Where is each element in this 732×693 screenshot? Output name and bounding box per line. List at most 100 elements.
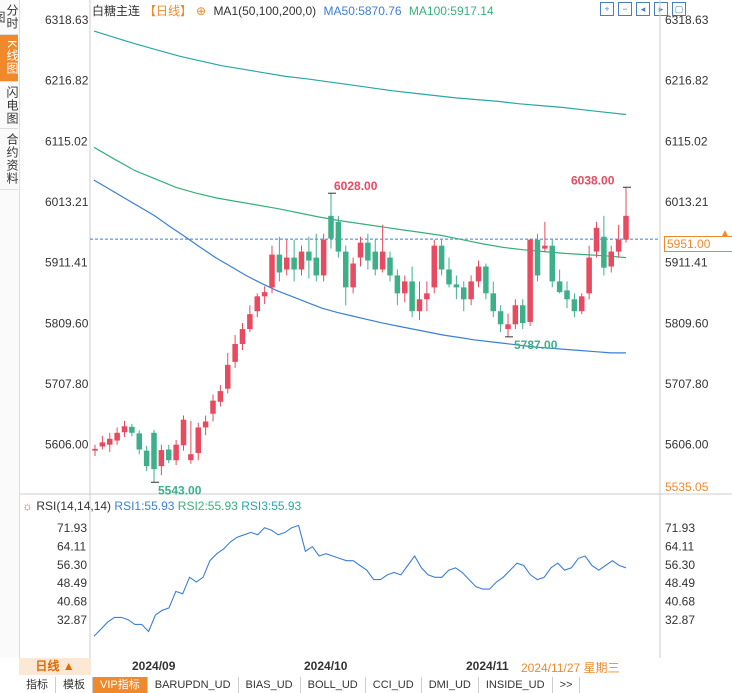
move-left-icon[interactable]: ◂ bbox=[636, 2, 650, 16]
zoom-in-icon[interactable]: + bbox=[600, 2, 614, 16]
candle-body bbox=[320, 239, 327, 276]
tab-templates[interactable]: 模板 bbox=[56, 677, 93, 693]
ma50-value: MA50:5870.76 bbox=[323, 4, 402, 18]
candle-body bbox=[261, 292, 268, 297]
rsi-title[interactable]: RSI(14,14,14) bbox=[36, 499, 112, 513]
candle-body bbox=[298, 251, 305, 270]
left-y-tick: 6216.82 bbox=[45, 74, 89, 88]
left-y-tick: 5809.60 bbox=[45, 316, 89, 330]
left-y-tick: 6115.02 bbox=[45, 134, 88, 148]
rsi-right-tick: 48.49 bbox=[665, 576, 695, 590]
last-price-tag: 5951.00 bbox=[664, 236, 732, 252]
ma200-line bbox=[93, 30, 627, 116]
rsi-right-tick: 71.93 bbox=[665, 521, 695, 535]
time-axis-bar: 日线 ▲ 2024/09 2024/10 2024/11 2024/11/27 … bbox=[19, 658, 732, 676]
candle-body bbox=[527, 239, 533, 322]
candle-body bbox=[173, 444, 179, 461]
rsi-left-tick: 56.30 bbox=[57, 558, 87, 572]
rsi-right-tick: 40.68 bbox=[665, 595, 695, 609]
right-y-tick: 5809.60 bbox=[665, 316, 709, 330]
candle-body bbox=[166, 449, 172, 461]
rsi-left-tick: 48.49 bbox=[57, 576, 87, 590]
candle-body bbox=[461, 287, 467, 300]
candle-body bbox=[372, 251, 378, 270]
tab-more[interactable]: >> bbox=[553, 677, 581, 693]
candle-body bbox=[129, 426, 135, 433]
high-label-2: 6038.00 bbox=[571, 173, 615, 187]
candle-body bbox=[291, 257, 297, 270]
tab-inside[interactable]: INSIDE_UD bbox=[479, 677, 553, 693]
left-y-tick: 5911.41 bbox=[45, 256, 88, 270]
candle-body bbox=[490, 293, 496, 312]
candle-body bbox=[505, 324, 511, 330]
candle-body bbox=[269, 254, 275, 288]
fullscreen-icon[interactable]: ▢ bbox=[672, 2, 686, 16]
zoom-out-icon[interactable]: − bbox=[618, 2, 632, 16]
tab-cci[interactable]: CCI_UD bbox=[366, 677, 422, 693]
candle-body bbox=[542, 245, 548, 249]
left-y-tick: 5707.80 bbox=[45, 377, 89, 391]
candle-body bbox=[136, 433, 142, 450]
tab-barupdn[interactable]: BARUPDN_UD bbox=[148, 677, 239, 693]
low-label-2: 5787.00 bbox=[514, 338, 558, 352]
candle-body bbox=[549, 245, 555, 282]
left-y-tick: 5606.00 bbox=[45, 438, 89, 452]
low-label-1: 5543.00 bbox=[158, 483, 202, 497]
tab-contract-info[interactable]: 合约资料 bbox=[0, 129, 19, 190]
candle-body bbox=[195, 427, 201, 454]
tab-dmi[interactable]: DMI_UD bbox=[422, 677, 479, 693]
candle-body bbox=[306, 251, 312, 261]
right-y-tick: 5606.00 bbox=[665, 438, 709, 452]
tab-kline-chart[interactable]: K线图 bbox=[0, 35, 19, 82]
candle-body bbox=[92, 448, 98, 451]
tab-flash-chart[interactable]: 闪电图 bbox=[0, 82, 19, 129]
rsi-line bbox=[93, 524, 627, 637]
candle-body bbox=[608, 251, 614, 267]
candle-body bbox=[343, 251, 349, 288]
settings-icon[interactable]: ⊕ bbox=[196, 4, 207, 18]
candle-body bbox=[217, 391, 224, 402]
chart-header: 白糖主连 【日线】 ⊕ MA1(50,100,200,0) MA50:5870.76… bbox=[92, 2, 498, 18]
candle-body bbox=[512, 305, 519, 325]
rsi1-value: RSI1:55.93 bbox=[114, 499, 175, 513]
right-y-tick: 5911.41 bbox=[665, 256, 708, 270]
min-y-tick: 5535.05 bbox=[665, 480, 709, 494]
rsi-right-tick: 32.87 bbox=[665, 613, 695, 627]
period-button[interactable]: 日线 ▲ bbox=[19, 658, 91, 675]
tab-bias[interactable]: BIAS_UD bbox=[239, 677, 301, 693]
candle-body bbox=[586, 257, 592, 294]
candle-body bbox=[99, 442, 106, 447]
candle-body bbox=[328, 215, 334, 239]
ma-legend[interactable]: MA1(50,100,200,0) bbox=[213, 4, 317, 18]
candle-body bbox=[394, 275, 401, 294]
rsi-settings-icon[interactable]: ☼ bbox=[22, 499, 33, 513]
tab-time-chart[interactable]: 分时图 bbox=[0, 0, 19, 35]
ma50-line bbox=[93, 179, 626, 354]
candle-body bbox=[284, 257, 290, 270]
move-right-icon[interactable]: ▸ bbox=[654, 2, 668, 16]
tab-vip-indicators[interactable]: VIP指标 bbox=[93, 677, 148, 693]
candle-body bbox=[556, 281, 563, 293]
candle-body bbox=[593, 227, 600, 252]
candle-body bbox=[365, 242, 371, 261]
rsi3-value: RSI3:55.93 bbox=[241, 499, 302, 513]
period-label[interactable]: 【日线】 bbox=[144, 4, 193, 18]
candle-body bbox=[143, 450, 150, 467]
candle-body bbox=[254, 296, 260, 312]
tab-indicators[interactable]: 指标 bbox=[19, 677, 56, 693]
tab-boll[interactable]: BOLL_UD bbox=[301, 677, 366, 693]
candle-body bbox=[475, 266, 482, 282]
rsi-left-tick: 64.11 bbox=[57, 539, 86, 553]
candle-body bbox=[158, 450, 165, 467]
date-label-nov: 2024/11 bbox=[466, 659, 509, 673]
date-label-sep: 2024/09 bbox=[132, 659, 176, 673]
candle-body bbox=[409, 281, 415, 312]
candle-body bbox=[225, 364, 231, 389]
candle-body bbox=[416, 299, 423, 312]
candle-body bbox=[623, 215, 629, 240]
candle-body bbox=[107, 438, 113, 445]
rsi-left-tick: 32.87 bbox=[57, 613, 87, 627]
current-date: 2024/11/27 星期三 bbox=[521, 661, 620, 675]
candle-body bbox=[571, 299, 578, 312]
